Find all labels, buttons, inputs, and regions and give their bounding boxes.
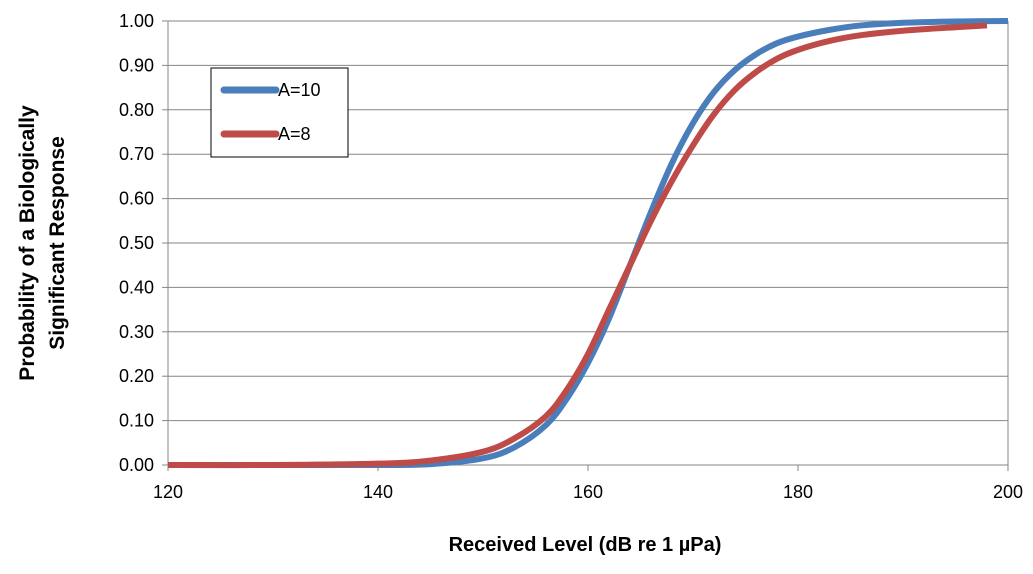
y-tick-label: 0.10 bbox=[119, 411, 154, 431]
y-axis-title-line-2: Significant Response bbox=[46, 136, 69, 350]
legend-label-a10: A=10 bbox=[278, 80, 321, 100]
x-tick-label: 180 bbox=[783, 482, 813, 502]
x-tick-label: 140 bbox=[363, 482, 393, 502]
x-tick-label: 200 bbox=[993, 482, 1023, 502]
y-tick-label: 0.70 bbox=[119, 144, 154, 164]
y-axis-title: Probability of a Biologically Significan… bbox=[16, 105, 69, 381]
x-axis-title: Received Level (dB re 1 µPa) bbox=[449, 534, 722, 556]
y-tick-label: 0.20 bbox=[119, 366, 154, 386]
y-tick-label: 0.40 bbox=[119, 277, 154, 297]
x-tick-label: 160 bbox=[573, 482, 603, 502]
x-tick-label: 120 bbox=[153, 482, 183, 502]
y-axis-title-line-1: Probability of a Biologically bbox=[16, 105, 39, 381]
y-tick-label: 0.60 bbox=[119, 189, 154, 209]
legend: A=10 A=8 bbox=[210, 67, 349, 158]
legend-label-a8: A=8 bbox=[278, 124, 311, 144]
y-tick-label: 1.00 bbox=[119, 11, 154, 31]
tick-labels: 0.00 0.10 0.20 0.30 0.40 0.50 0.60 0.70 0.80 0.90… bbox=[119, 11, 1023, 502]
y-tick-label: 0.90 bbox=[119, 55, 154, 75]
y-tick-label: 0.00 bbox=[119, 455, 154, 475]
series-line-a10 bbox=[168, 18, 1009, 469]
y-tick-label: 0.30 bbox=[119, 322, 154, 342]
series-lines bbox=[167, 18, 1009, 469]
y-tick-label: 0.80 bbox=[119, 100, 154, 120]
gridlines bbox=[168, 20, 1008, 466]
y-tick-label: 0.50 bbox=[119, 233, 154, 253]
legend-box bbox=[210, 67, 349, 158]
series-line-a8 bbox=[167, 22, 988, 469]
